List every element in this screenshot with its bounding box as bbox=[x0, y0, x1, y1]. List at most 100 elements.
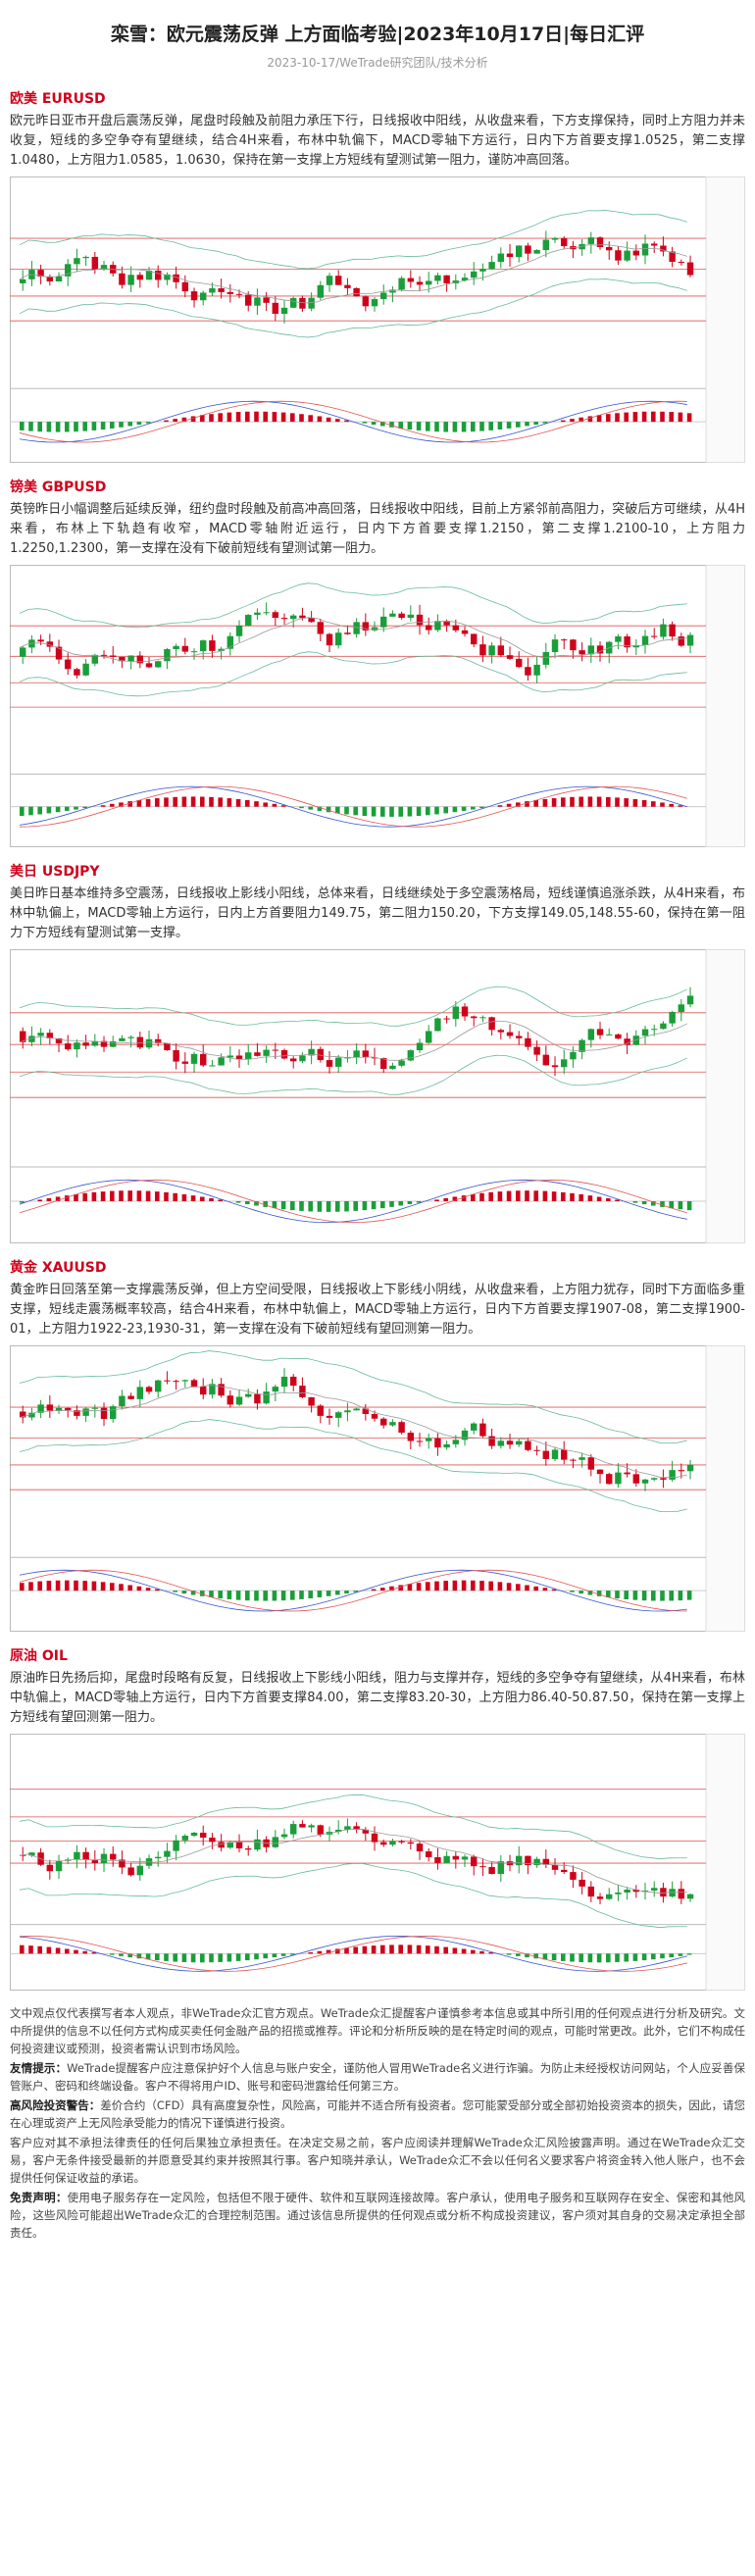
candle-body bbox=[209, 288, 216, 293]
candle-body bbox=[317, 284, 325, 298]
histogram-bar bbox=[641, 1953, 647, 1961]
histogram-bar bbox=[596, 415, 602, 423]
histogram-bar bbox=[164, 797, 169, 807]
candle-body bbox=[426, 280, 432, 285]
candle-body bbox=[686, 1894, 694, 1899]
histogram-bar bbox=[651, 1591, 656, 1601]
histogram-bar bbox=[145, 1953, 151, 1960]
histogram-bar bbox=[55, 422, 61, 432]
histogram-bar bbox=[443, 1197, 448, 1201]
histogram-bar bbox=[641, 411, 647, 423]
chart-frame bbox=[10, 1734, 745, 1991]
histogram-bar bbox=[407, 422, 413, 430]
candle-body bbox=[452, 280, 460, 284]
histogram-bar bbox=[686, 1953, 692, 1955]
histogram-bar bbox=[74, 1580, 78, 1591]
histogram-bar bbox=[317, 416, 323, 423]
histogram-bar bbox=[200, 1953, 205, 1963]
candle-body bbox=[362, 296, 370, 307]
article: 栾雪：欧元震荡反弹 上方面临考验|2023年10月17日|每日汇评 2023-1… bbox=[10, 24, 745, 2240]
band-line bbox=[19, 1419, 687, 1512]
histogram-bar bbox=[181, 796, 187, 807]
candle-body bbox=[434, 621, 441, 631]
histogram-bar bbox=[290, 1201, 295, 1211]
histogram-bar bbox=[155, 1191, 160, 1201]
candle-body bbox=[280, 618, 288, 620]
candle-body bbox=[181, 1836, 189, 1841]
histogram-bar bbox=[226, 798, 232, 807]
histogram-bar bbox=[542, 1953, 548, 1960]
histogram-bar bbox=[263, 1201, 268, 1207]
histogram-bar bbox=[20, 806, 25, 817]
histogram-bar bbox=[127, 1953, 132, 1958]
histogram-bar bbox=[660, 411, 665, 423]
candle-body bbox=[344, 1410, 351, 1413]
histogram-bar bbox=[380, 1201, 385, 1209]
histogram-bar bbox=[561, 797, 566, 807]
candle-body bbox=[37, 1404, 44, 1413]
candle-body bbox=[624, 1890, 630, 1894]
candle-body bbox=[272, 302, 279, 315]
chart-image bbox=[10, 1734, 745, 1991]
candle-body bbox=[389, 1065, 396, 1070]
candle-body bbox=[290, 615, 297, 620]
histogram-bar bbox=[37, 1199, 42, 1201]
disclaimer-text: WeTrade提醒客户应注意保护好个人信息与账户安全，谨防他人冒用WeTrade… bbox=[10, 2061, 745, 2093]
candle-body bbox=[389, 1422, 396, 1426]
histogram-bar bbox=[164, 420, 169, 423]
histogram-bar bbox=[533, 422, 538, 426]
histogram-bar bbox=[317, 1591, 323, 1597]
histogram-bar bbox=[245, 1201, 250, 1205]
title: 栾雪：欧元震荡反弹 上方面临考验|2023年10月17日|每日汇评 bbox=[110, 24, 645, 45]
candle-body bbox=[416, 614, 424, 626]
candle-body bbox=[127, 275, 134, 285]
candle-body bbox=[136, 1036, 144, 1048]
candle-body bbox=[380, 1842, 387, 1845]
histogram-bar bbox=[173, 1591, 177, 1592]
candle-body bbox=[317, 1405, 325, 1416]
histogram-bar bbox=[416, 806, 422, 817]
candle-body bbox=[91, 1040, 99, 1046]
chart-image bbox=[10, 565, 745, 847]
candle-body bbox=[596, 237, 604, 247]
candle-body bbox=[127, 655, 134, 662]
candle-body bbox=[632, 1474, 640, 1484]
histogram-bar bbox=[119, 422, 124, 428]
candle-body bbox=[443, 1443, 450, 1448]
histogram-bar bbox=[542, 1588, 548, 1591]
candle-body bbox=[181, 281, 189, 292]
histogram-bar bbox=[471, 806, 476, 810]
histogram-bar bbox=[632, 798, 638, 807]
candle-body bbox=[55, 1860, 63, 1872]
histogram-bar bbox=[362, 422, 368, 424]
histogram-bar bbox=[479, 806, 484, 809]
histogram-bar bbox=[606, 1953, 611, 1963]
chart-frame bbox=[10, 949, 745, 1243]
price-axis bbox=[705, 949, 745, 1243]
candle-body bbox=[119, 1859, 126, 1868]
histogram-bar bbox=[651, 1201, 656, 1206]
candle-body bbox=[344, 632, 351, 634]
histogram-bar bbox=[91, 1581, 97, 1591]
candle-body bbox=[471, 1016, 478, 1019]
candle-body bbox=[624, 250, 630, 261]
histogram-bar bbox=[426, 1582, 430, 1591]
candle-body bbox=[678, 261, 685, 263]
histogram-bar bbox=[218, 1591, 223, 1599]
candle-body bbox=[542, 1858, 550, 1865]
candle-body bbox=[46, 1864, 54, 1872]
candle-body bbox=[190, 291, 198, 301]
histogram-bar bbox=[28, 422, 33, 431]
histogram-bar bbox=[525, 422, 529, 427]
histogram-bar bbox=[497, 1191, 503, 1201]
candle-body bbox=[82, 663, 89, 676]
histogram-bar bbox=[461, 1580, 467, 1591]
band-line bbox=[19, 210, 687, 270]
candle-body bbox=[190, 1053, 198, 1064]
histogram-bar bbox=[678, 412, 683, 423]
histogram-bar bbox=[46, 1197, 52, 1201]
candle-body bbox=[245, 1848, 252, 1850]
disclaimer-paragraph: 客户应对其不承担法律责任的任何后果独立承担责任。在决定交易之前，客户应阅读并理解… bbox=[10, 2134, 745, 2187]
candle-body bbox=[551, 1864, 559, 1870]
histogram-bar bbox=[299, 414, 304, 423]
